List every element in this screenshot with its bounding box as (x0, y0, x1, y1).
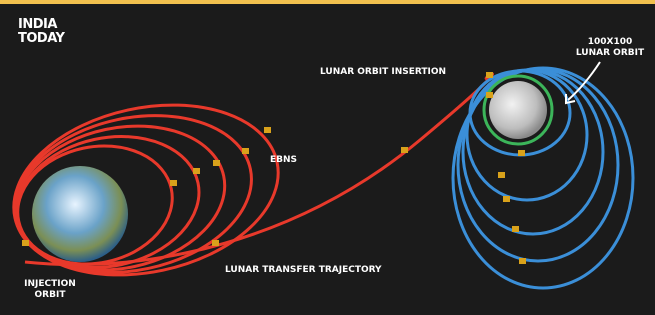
moon (489, 81, 547, 139)
spacecraft (242, 148, 249, 154)
spacecraft (212, 240, 219, 246)
earth (32, 166, 128, 262)
spacecraft (401, 147, 408, 153)
spacecraft (193, 168, 200, 174)
spacecraft (512, 226, 519, 232)
spacecraft (170, 180, 177, 186)
spacecraft (486, 92, 493, 98)
diagram: INDIA TODAY LUNAR ORBIT INSERTION 100X10… (0, 0, 655, 315)
spacecraft (264, 127, 271, 133)
logo-line: TODAY (18, 31, 66, 46)
top-border (0, 0, 655, 4)
spacecraft (486, 72, 493, 78)
spacecraft (503, 196, 510, 202)
label: INJECTION (24, 279, 76, 289)
label: LUNAR TRANSFER TRAJECTORY (225, 265, 382, 275)
label: LUNAR ORBIT (576, 48, 645, 58)
label: EBNS (270, 155, 297, 165)
label: 100X100 (588, 37, 633, 47)
spacecraft (22, 240, 29, 246)
spacecraft (518, 150, 525, 156)
spacecraft (498, 172, 505, 178)
logo-line: INDIA (18, 17, 57, 32)
spacecraft (519, 258, 526, 264)
label: ORBIT (35, 290, 67, 300)
spacecraft (213, 160, 220, 166)
label: LUNAR ORBIT INSERTION (320, 67, 446, 77)
